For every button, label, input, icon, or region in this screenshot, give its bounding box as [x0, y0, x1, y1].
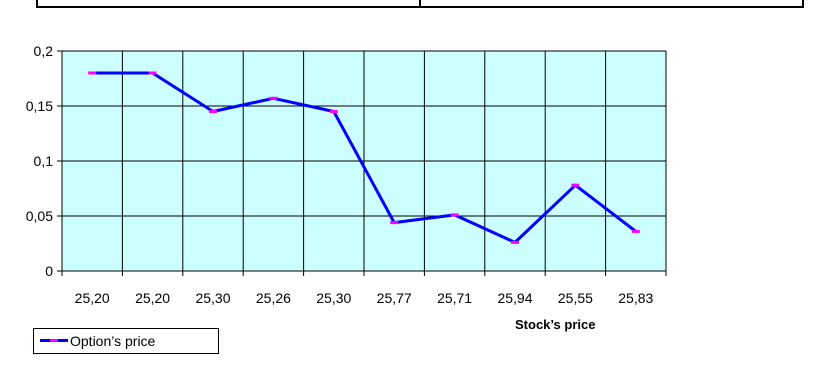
x-axis-title: Stock’s price [515, 317, 596, 332]
top-table-fragment [36, 0, 804, 8]
series-line [92, 71, 637, 244]
y-tick-label: 0,2 [34, 43, 54, 59]
y-tick-labels: 0 0,05 0,1 0,15 0,2 [26, 43, 53, 279]
axes [57, 50, 667, 276]
y-tick-label: 0 [45, 263, 53, 279]
y-tick-label: 0,15 [26, 98, 53, 114]
legend-swatch [40, 339, 68, 343]
x-tick-label: 25,20 [135, 290, 170, 306]
x-tick-label: 25,83 [618, 290, 653, 306]
x-tick-label: 25,30 [195, 290, 230, 306]
series-layer [88, 71, 640, 244]
x-tick-label: 25,77 [377, 290, 412, 306]
y-tick-label: 0,1 [34, 153, 54, 169]
table-cell-left [38, 0, 421, 6]
x-tick-labels: 25,20 25,20 25,30 25,26 25,30 25,77 25,71 25,94… [75, 290, 654, 306]
legend: Option’s price [33, 328, 219, 354]
y-tick-label: 0,05 [26, 208, 53, 224]
legend-label: Option’s price [70, 333, 156, 349]
x-tick-label: 25,26 [256, 290, 291, 306]
x-tick-label: 25,20 [75, 290, 110, 306]
x-tick-label: 25,55 [558, 290, 593, 306]
x-tick-label: 25,30 [316, 290, 351, 306]
x-tick-label: 25,94 [497, 290, 532, 306]
x-tick-label: 25,71 [437, 290, 472, 306]
